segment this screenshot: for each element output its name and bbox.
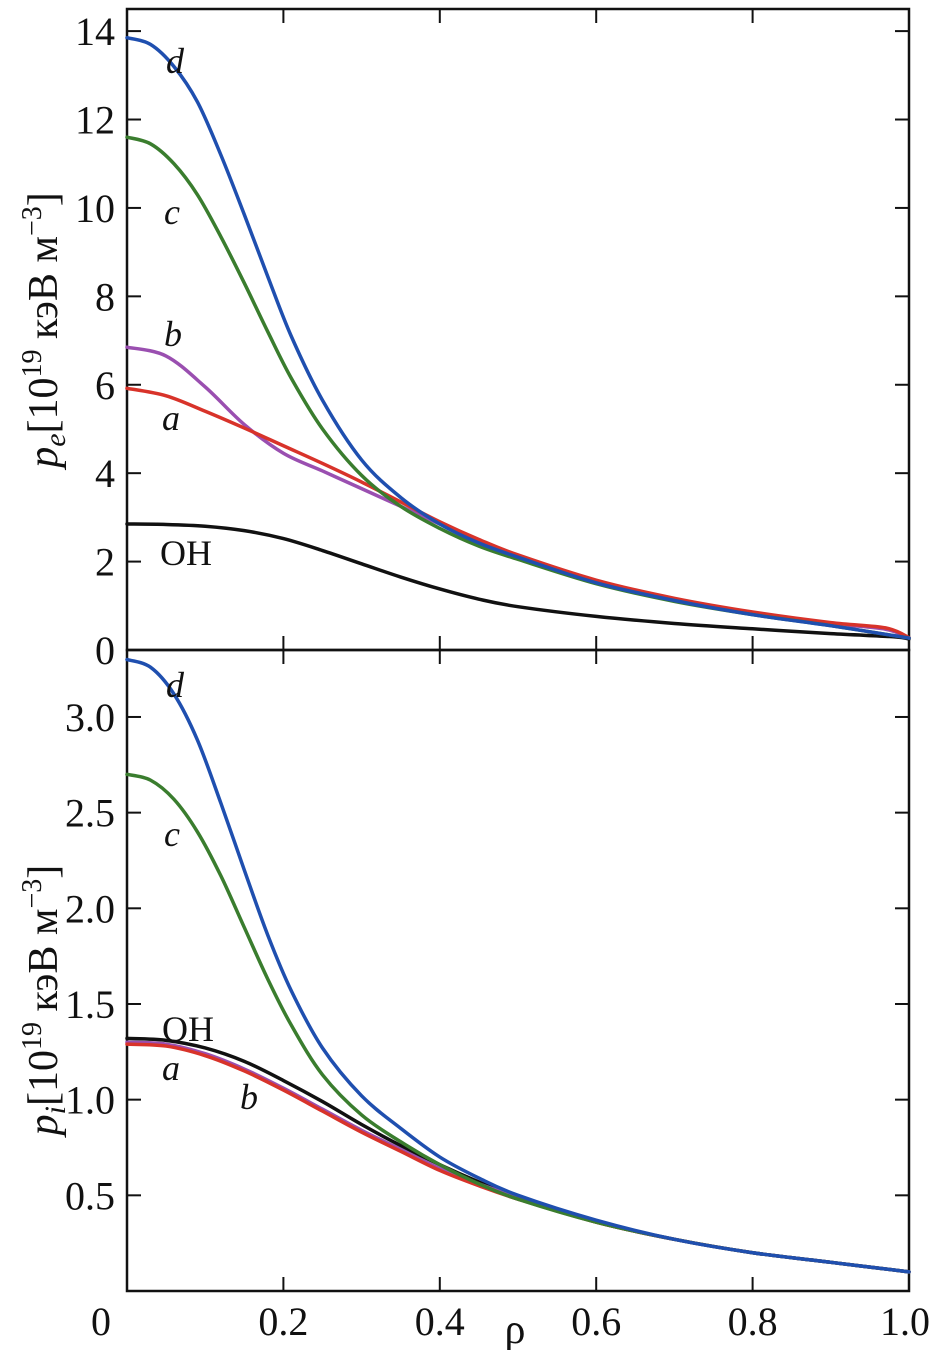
top-y-axis-label: pe[1019 кэВ м−3] (17, 192, 72, 471)
bottom-curves (125, 657, 911, 1274)
top-label-b: b (164, 314, 182, 354)
bottom-label-d: d (166, 665, 185, 705)
bottom-ytick-label: 3.0 (65, 695, 115, 740)
top-ytick-label: 10 (75, 186, 115, 231)
top-ylabel-units: кэВ м (21, 236, 67, 349)
top-ytick-label: 4 (95, 451, 115, 496)
top-curve-labels: d c b a OH (160, 41, 212, 573)
bottom-ylabel-units-exp: −3 (17, 879, 48, 909)
bottom-xtick-label: 0.2 (258, 1299, 308, 1344)
top-curve-a (125, 386, 911, 640)
top-curve-oh (125, 522, 911, 641)
top-ytick-label: 6 (95, 363, 115, 408)
bottom-y-axis-label: pi[1019 кэВ м−3] (17, 865, 72, 1139)
bottom-ylabel-sub: i (39, 1106, 72, 1114)
top-ytick-label: 12 (75, 98, 115, 143)
top-label-d: d (166, 41, 185, 81)
bottom-ylabel-close: ] (21, 865, 67, 879)
bottom-xtick-label: 0.4 (415, 1299, 465, 1344)
bottom-label-a: a (162, 1048, 180, 1088)
bottom-label-c: c (164, 814, 180, 854)
top-panel-pe: 0 2 4 6 8 10 12 14 d c b a OH pe[1019 кэВ м−3] (17, 7, 911, 673)
top-ylabel-sub: e (39, 433, 72, 446)
top-ytick-label: 14 (75, 9, 115, 54)
top-curves (125, 35, 911, 641)
bottom-label-b: b (240, 1077, 258, 1117)
bottom-curve-oh (125, 1036, 911, 1274)
bottom-ytick-label: 1.5 (65, 982, 115, 1027)
bottom-label-oh: OH (162, 1009, 214, 1049)
bottom-ylabel-exp: 19 (17, 1022, 48, 1050)
bottom-curve-d (125, 657, 911, 1274)
top-ylabel-main: p (21, 447, 67, 471)
bottom-xtick-label: 1.0 (880, 1299, 930, 1344)
top-ticks: 0 2 4 6 8 10 12 14 (75, 9, 909, 673)
top-ylabel-units-exp: −3 (17, 206, 48, 236)
bottom-ticks: 0.5 1.0 1.5 2.0 2.5 3.0 0 0.2 0.4 0.6 0.8 1.0 (65, 650, 930, 1344)
bottom-xtick-label: 0.6 (571, 1299, 621, 1344)
bottom-ytick-label: 1.0 (65, 1078, 115, 1123)
bottom-ytick-label: 2.0 (65, 886, 115, 931)
x-axis-label: ρ (505, 1307, 526, 1350)
top-ytick-label: 2 (95, 540, 115, 585)
bottom-xtick-label: 0.8 (728, 1299, 778, 1344)
bottom-curve-labels: d c OH a b (162, 665, 258, 1117)
bottom-xtick-label: 0 (91, 1299, 111, 1344)
bottom-ylabel-rest: [10 (21, 1050, 67, 1106)
top-curve-d (125, 35, 911, 640)
bottom-ylabel-main: p (21, 1114, 67, 1138)
bottom-panel-pi: 0.5 1.0 1.5 2.0 2.5 3.0 0 0.2 0.4 0.6 0.8 1.0 d c O… (17, 648, 930, 1350)
top-label-a: a (162, 398, 180, 438)
bottom-plot-frame (125, 648, 911, 1293)
top-label-oh: OH (160, 533, 212, 573)
top-ylabel-rest: [10 (21, 377, 67, 433)
bottom-ylabel-units: кэВ м (21, 908, 67, 1021)
top-ytick-label: 8 (95, 274, 115, 319)
top-curve-b (125, 345, 911, 640)
bottom-ytick-label: 2.5 (65, 791, 115, 836)
top-label-c: c (164, 192, 180, 232)
bottom-ytick-label: 0.5 (65, 1173, 115, 1218)
top-ylabel-close: ] (21, 192, 67, 206)
top-ylabel-exp: 19 (17, 349, 48, 377)
top-ytick-label: 0 (95, 628, 115, 673)
